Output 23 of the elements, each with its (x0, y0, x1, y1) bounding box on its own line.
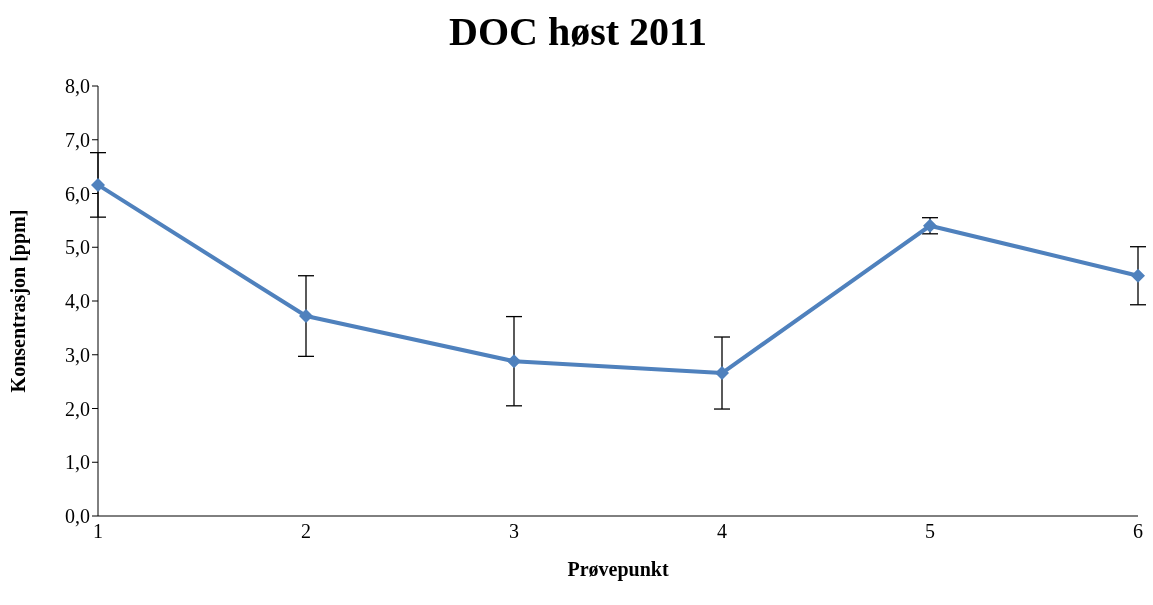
y-tick-label: 2,0 (65, 397, 90, 420)
point (507, 354, 521, 369)
y-tick-label: 3,0 (65, 343, 90, 366)
y-tick-label: 0,0 (65, 505, 90, 528)
point (1131, 268, 1145, 283)
x-axis-title: Prøvepunkt (567, 558, 669, 581)
y-tick-label: 7,0 (65, 128, 90, 151)
x-tick-label: 3 (509, 520, 519, 543)
x-tick-label: 1 (93, 520, 103, 543)
y-tick-label: 5,0 (65, 236, 90, 259)
chart-title: DOC høst 2011 (448, 8, 708, 56)
y-tick-label: 6,0 (65, 182, 90, 205)
point (715, 366, 729, 381)
y-tick-label: 8,0 (65, 75, 90, 98)
x-tick-label: 6 (1133, 520, 1143, 543)
point (91, 177, 105, 192)
x-tick-label: 4 (717, 520, 727, 543)
x-tick-label: 2 (301, 520, 311, 543)
point (299, 309, 313, 324)
y-axis-title: Konsentrasjon [ppm] (7, 209, 31, 393)
x-tick-label: 5 (925, 520, 935, 543)
y-tick-label: 4,0 (65, 290, 90, 313)
y-tick-label: 1,0 (65, 451, 90, 474)
